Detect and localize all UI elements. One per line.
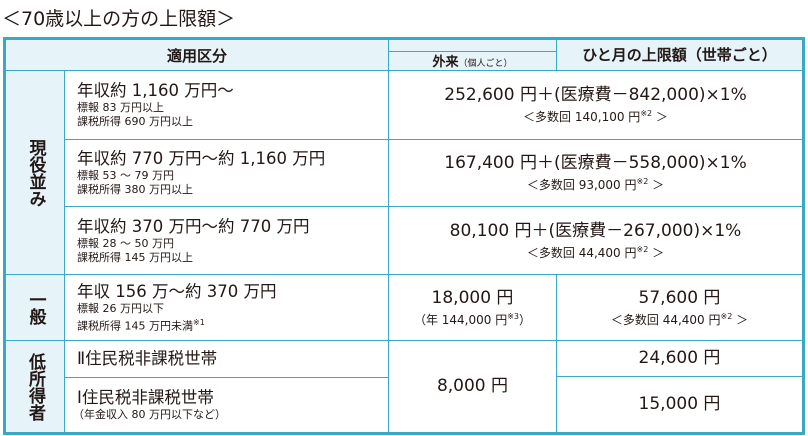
multi-times: ＜多数回 140,100 円 <box>523 110 641 124</box>
outpatient-cell: 18,000 円 （年 144,000 円※3） <box>389 275 557 341</box>
header-category-label: 適用区分 <box>166 46 227 65</box>
bracket: ＞ <box>732 312 749 327</box>
category-main: 年収約 1,160 万円～ <box>77 81 234 100</box>
header-outpatient-sub: （個人ごと） <box>458 59 513 69</box>
header-spacer <box>389 40 557 52</box>
bracket: ） <box>519 312 532 327</box>
header-monthly: ひと月の上限額（世帯ごと） <box>557 40 802 71</box>
table-row-limit: 167,400 円＋(医療費－558,000)×1% ＜多数回 93,000 円… <box>389 140 802 207</box>
category-sub: 標報 53 ～ 79 万円 <box>77 169 174 182</box>
annual-limit: （年 144,000 円 <box>413 312 508 327</box>
monthly-cell: 15,000 円 <box>557 377 802 432</box>
header-outpatient-label: 外来 <box>432 55 459 70</box>
group-low-income: 低所得者 <box>6 341 65 432</box>
table-row-limit: 252,600 円＋(医療費－842,000)×1% ＜多数回 140,100 … <box>389 71 802 140</box>
bracket: ＞ <box>648 245 665 260</box>
category-sub: 標報 26 万円以下 <box>77 301 164 315</box>
category-sub: 課税所得 145 万円未満 <box>77 319 193 333</box>
limit-amount: 252,600 円＋(医療費－842,000)×1% <box>444 85 747 105</box>
outpatient-amount: 8,000 円 <box>436 376 509 396</box>
group-label: 一般 <box>25 290 46 325</box>
header-monthly-label: ひと月の上限額（世帯ごと） <box>582 46 777 64</box>
limit-amount: 167,400 円＋(医療費－558,000)×1% <box>444 153 747 173</box>
monthly-amount: 57,600 円 <box>638 287 721 308</box>
footnote-mark: ※3 <box>507 311 520 321</box>
limit-amount: 80,100 円＋(医療費－267,000)×1% <box>449 220 742 241</box>
group-label: 低所得者 <box>25 352 45 421</box>
category-main: 年収約 770 万円～約 1,160 万円 <box>77 149 326 168</box>
category-sub: 課税所得 690 万円以上 <box>77 115 193 128</box>
limit-table: 適用区分 外来（個人ごと） ひと月の上限額（世帯ごと） 現役並み 一般 低所得者… <box>3 37 805 435</box>
category-main: Ⅱ住民税非課税世帯 <box>77 349 218 368</box>
table-row-category: 年収約 370 万円～約 770 万円 標報 28 ～ 50 万円 課税所得 1… <box>65 207 389 275</box>
table-row-category: 年収約 770 万円～約 1,160 万円 標報 53 ～ 79 万円 課税所得… <box>65 140 389 207</box>
header-category: 適用区分 <box>6 40 389 71</box>
category-main: Ⅰ住民税非課税世帯 <box>77 388 214 407</box>
table-row-category: Ⅱ住民税非課税世帯 <box>65 341 389 378</box>
outpatient-amount: 18,000 円 <box>431 287 514 308</box>
monthly-amount: 15,000 円 <box>638 394 721 414</box>
footnote-mark: ※2 <box>720 311 733 321</box>
page-title: ＜70歳以上の方の上限額＞ <box>2 8 236 30</box>
category-sub: 課税所得 145 万円以上 <box>77 250 193 264</box>
multi-times: ＜多数回 44,400 円 <box>610 312 721 327</box>
category-main: 年収約 370 万円～約 770 万円 <box>77 216 310 236</box>
footnote-mark: ※2 <box>636 244 649 254</box>
footnote-mark: ※2 <box>636 177 649 186</box>
header-outpatient: 外来（個人ごと） <box>389 52 557 71</box>
monthly-amount: 24,600 円 <box>638 348 721 368</box>
group-active-income: 現役並み <box>6 71 65 275</box>
group-general: 一般 <box>6 275 65 341</box>
category-sub: 標報 83 万円以上 <box>77 101 164 114</box>
outpatient-cell: 8,000 円 <box>389 341 557 432</box>
group-label: 現役並み <box>25 138 46 207</box>
bracket: ＞ <box>652 110 668 124</box>
multi-times: ＜多数回 44,400 円 <box>526 245 637 260</box>
monthly-cell: 57,600 円 ＜多数回 44,400 円※2 ＞ <box>557 275 802 341</box>
category-sub: （年金収入 80 万円以下など） <box>73 408 226 421</box>
category-main: 年収 156 万～約 370 万円 <box>77 281 277 301</box>
monthly-cell: 24,600 円 <box>557 341 802 377</box>
multi-times: ＜多数回 93,000 円 <box>526 178 637 192</box>
footnote-mark: ※1 <box>193 317 205 327</box>
table-row-category: 年収約 1,160 万円～ 標報 83 万円以上 課税所得 690 万円以上 <box>65 71 389 140</box>
category-sub: 標報 28 ～ 50 万円 <box>77 236 174 250</box>
footnote-mark: ※2 <box>640 109 653 118</box>
table-row-category: Ⅰ住民税非課税世帯 （年金収入 80 万円以下など） <box>65 378 389 432</box>
bracket: ＞ <box>648 178 665 192</box>
table-row-category: 年収 156 万～約 370 万円 標報 26 万円以下 課税所得 145 万円… <box>65 275 389 341</box>
category-sub: 課税所得 380 万円以上 <box>77 183 193 196</box>
table-row-limit: 80,100 円＋(医療費－267,000)×1% ＜多数回 44,400 円※… <box>389 207 802 275</box>
